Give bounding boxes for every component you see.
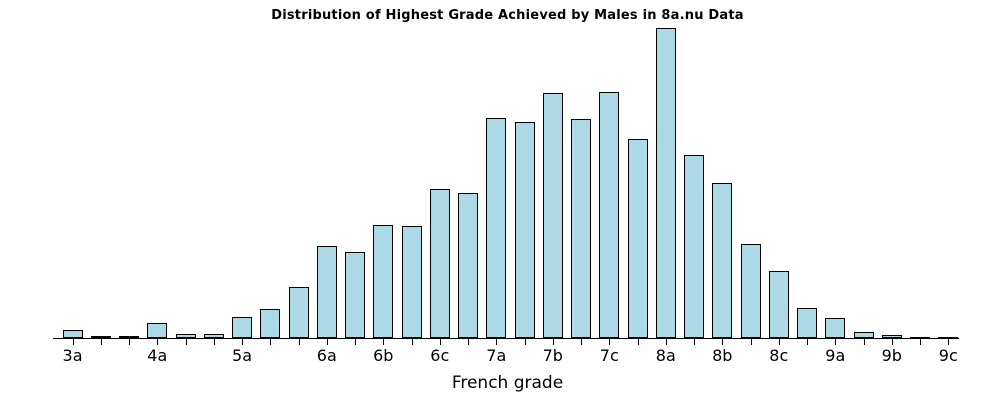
- x-tick-3a: [72, 339, 74, 345]
- bar-9b: [881, 335, 902, 338]
- x-tick-6b: [383, 339, 385, 345]
- x-tick-label-5a: 5a: [232, 346, 252, 365]
- bar-4a: [147, 323, 168, 338]
- bar-3c: [119, 336, 139, 338]
- bar-8c: [768, 271, 789, 338]
- x-tick-label-8b: 8b: [712, 346, 733, 365]
- x-tick-label-9b: 9b: [881, 346, 902, 365]
- x-tick-7c: [609, 339, 611, 345]
- x-tick-label-6a: 6a: [316, 346, 337, 365]
- x-tick-7b+: [581, 339, 582, 345]
- bar-6c+: [458, 193, 478, 338]
- bar-8b+: [740, 244, 761, 338]
- bar-4c: [203, 334, 224, 338]
- bar-9a: [825, 318, 846, 338]
- bar-3a: [62, 330, 83, 338]
- x-tick-label-6c: 6c: [430, 346, 450, 365]
- bar-5c: [288, 287, 309, 338]
- x-tick-9c: [948, 339, 950, 345]
- x-tick-label-9a: 9a: [825, 346, 846, 365]
- x-tick-8a+: [694, 339, 695, 345]
- x-tick-label-6b: 6b: [373, 346, 394, 365]
- bar-4b: [175, 334, 196, 338]
- bar-7a+: [514, 122, 535, 338]
- x-tick-label-7a: 7a: [486, 346, 507, 365]
- chart-title: Distribution of Highest Grade Achieved b…: [271, 8, 744, 23]
- x-tick-3c: [129, 339, 130, 345]
- x-tick-6c: [439, 339, 441, 345]
- bar-7b: [542, 93, 563, 338]
- x-tick-label-9c: 9c: [938, 346, 958, 365]
- x-tick-label-4a: 4a: [147, 346, 168, 365]
- x-tick-label-8c: 8c: [769, 346, 789, 365]
- x-tick-7a+: [524, 339, 526, 345]
- x-tick-5c: [298, 339, 300, 345]
- x-tick-3b: [100, 339, 102, 345]
- bar-6b+: [401, 226, 422, 338]
- x-axis-title: French grade: [451, 373, 564, 393]
- x-tick-9b: [891, 339, 893, 345]
- x-tick-7a: [496, 339, 498, 345]
- bar-5b: [260, 309, 281, 338]
- bar-7b+: [571, 119, 591, 338]
- bar-6b: [373, 225, 394, 338]
- x-axis-line: [53, 338, 959, 339]
- x-tick-label-3a: 3a: [62, 346, 83, 365]
- bar-8c+: [797, 308, 817, 338]
- x-tick-8c: [778, 339, 780, 345]
- x-tick-label-7c: 7c: [599, 346, 619, 365]
- x-tick-6a: [326, 339, 328, 345]
- x-tick-4c: [213, 339, 215, 345]
- x-tick-8c+: [807, 339, 808, 345]
- bar-6a: [316, 246, 337, 338]
- x-tick-8a: [665, 339, 667, 345]
- x-tick-6a+: [355, 339, 356, 345]
- x-tick-8b: [722, 339, 724, 345]
- x-tick-7c+: [637, 339, 639, 345]
- x-tick-8b+: [750, 339, 752, 345]
- bar-8a+: [684, 155, 704, 338]
- x-tick-5b: [270, 339, 272, 345]
- x-tick-4a: [157, 339, 159, 345]
- x-tick-9a+: [863, 339, 865, 345]
- bar-5a: [232, 317, 252, 338]
- bar-6a+: [345, 252, 365, 338]
- x-tick-5a: [242, 339, 243, 345]
- x-tick-9b+: [920, 339, 921, 345]
- bar-9b+: [910, 337, 930, 338]
- x-tick-label-7b: 7b: [542, 346, 563, 365]
- bar-3b: [90, 336, 111, 338]
- bar-7c: [599, 92, 620, 338]
- bar-7c+: [627, 139, 648, 338]
- x-tick-label-8a: 8a: [655, 346, 676, 365]
- bar-9a+: [853, 332, 874, 338]
- x-tick-4b: [185, 339, 187, 345]
- x-tick-6b+: [411, 339, 413, 345]
- x-tick-6c+: [468, 339, 469, 345]
- bar-8b: [712, 183, 733, 338]
- x-tick-9a: [835, 339, 837, 345]
- bar-9c: [938, 337, 959, 338]
- x-tick-7b: [552, 339, 554, 345]
- bar-6c: [429, 189, 450, 338]
- bar-8a: [655, 28, 676, 338]
- bar-7a: [486, 118, 507, 338]
